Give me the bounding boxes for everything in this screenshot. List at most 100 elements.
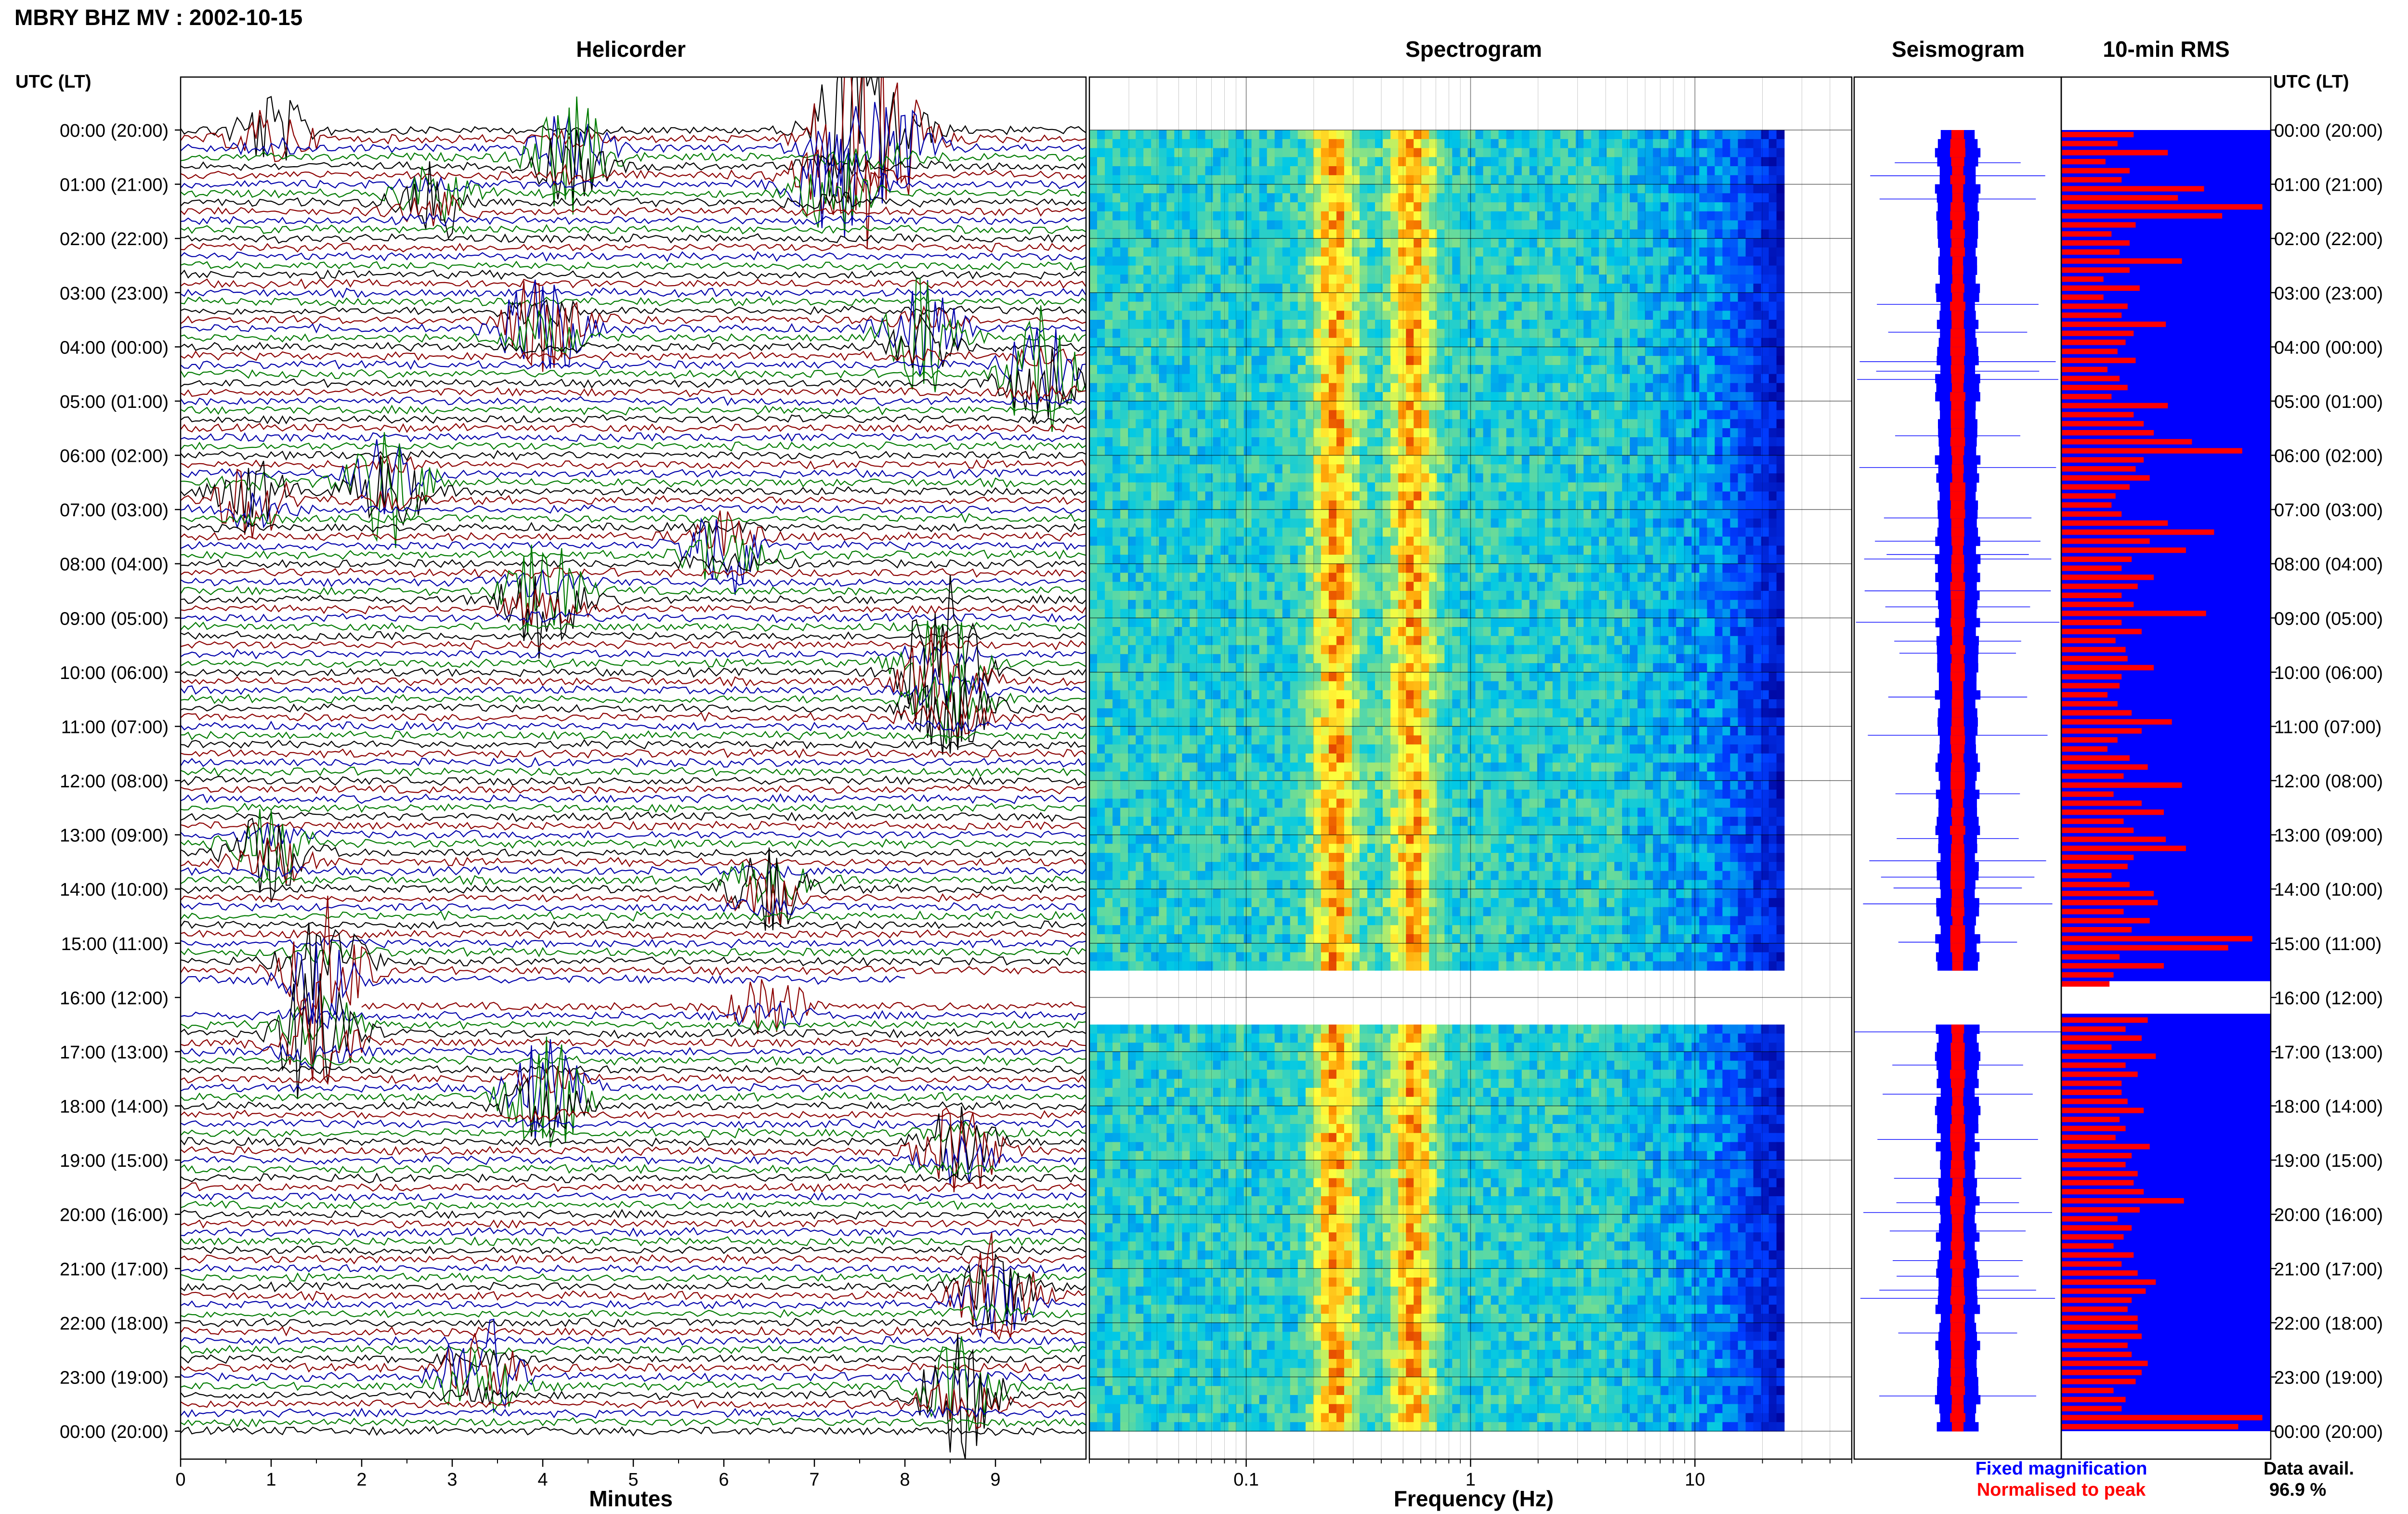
spectrogram-cell: [1197, 311, 1206, 320]
spectrogram-cell: [1375, 573, 1383, 582]
spectrogram-cell: [1159, 256, 1167, 266]
spectrogram-cell: [1190, 563, 1198, 574]
spectrogram-cell: [1166, 365, 1175, 375]
spectrogram-cell: [1259, 365, 1268, 375]
spectrogram-cell: [1383, 600, 1391, 610]
spectrogram-cell: [1738, 292, 1746, 302]
spectrogram-cell: [1514, 274, 1522, 284]
spectrogram-cell: [1321, 301, 1329, 311]
spectrogram-cell: [1290, 582, 1298, 591]
spectrogram-cell: [1699, 247, 1708, 257]
spectrogram-cell: [1560, 356, 1569, 365]
spectrogram-cell: [1761, 500, 1769, 510]
spectrogram-cell: [1622, 410, 1630, 420]
spectrogram-cell: [1406, 238, 1414, 248]
spectrogram-cell: [1768, 509, 1777, 519]
spectrogram-cell: [1344, 374, 1352, 383]
spectrogram-cell: [1182, 229, 1191, 239]
spectrogram-cell: [1575, 563, 1584, 574]
spectrogram-cell: [1475, 202, 1484, 212]
spectrogram-cell: [1151, 527, 1159, 537]
spectrogram-cell: [1738, 401, 1746, 411]
spectrogram-cell: [1707, 311, 1715, 320]
spectrogram-cell: [1537, 464, 1545, 474]
spectrogram-cell: [1097, 157, 1105, 167]
spectrogram-cell: [1375, 374, 1383, 383]
spectrogram-cell: [1622, 166, 1630, 176]
spectrogram-cell: [1467, 274, 1476, 284]
spectrogram-cell: [1483, 383, 1492, 392]
spectrogram-cell: [1591, 247, 1599, 257]
spectrogram-cell: [1112, 229, 1121, 239]
spectrogram-cell: [1159, 374, 1167, 383]
spectrogram-cell: [1282, 347, 1291, 356]
spectrogram-cell: [1259, 509, 1268, 519]
spectrogram-cell: [1174, 265, 1183, 275]
spectrogram-cell: [1753, 383, 1762, 392]
spectrogram-cell: [1614, 338, 1623, 347]
spectrogram-cell: [1622, 401, 1630, 411]
spectrogram-cell: [1544, 175, 1553, 185]
spectrogram-cell: [1645, 518, 1653, 528]
helicorder-trace-line: [181, 469, 1086, 539]
spectrogram-cell: [1568, 582, 1576, 591]
spectrogram-cell: [1491, 284, 1499, 293]
spectrogram-cell: [1197, 139, 1206, 149]
spectrogram-cell: [1467, 546, 1476, 555]
spectrogram-cell: [1661, 491, 1669, 501]
spectrogram-cell: [1584, 383, 1592, 392]
spectrogram-cell: [1336, 211, 1345, 221]
spectrogram-cell: [1584, 148, 1592, 157]
spectrogram-cell: [1089, 446, 1098, 456]
spectrogram-cell: [1344, 139, 1352, 149]
spectrogram-cell: [1112, 247, 1121, 257]
spectrogram-cell: [1591, 265, 1599, 275]
spectrogram-cell: [1329, 573, 1337, 582]
spectrogram-cell: [1344, 582, 1352, 591]
spectrogram-cell: [1251, 573, 1260, 582]
spectrogram-cell: [1267, 455, 1275, 465]
spectrogram-cell: [1251, 211, 1260, 221]
helicorder-trace-line: [181, 720, 1086, 732]
spectrogram-cell: [1637, 546, 1646, 555]
spectrogram-cell: [1120, 274, 1128, 284]
spectrogram-cell: [1607, 166, 1615, 176]
spectrogram-cell: [1529, 157, 1538, 167]
spectrogram-cell: [1699, 419, 1708, 429]
spectrogram-cell: [1305, 573, 1314, 582]
spectrogram-cell: [1398, 374, 1406, 383]
spectrogram-cell: [1136, 392, 1144, 402]
spectrogram-cell: [1607, 500, 1615, 510]
spectrogram-cell: [1622, 546, 1630, 555]
spectrogram-cell: [1552, 509, 1561, 519]
spectrogram-cell: [1329, 166, 1337, 176]
spectrogram-cell: [1213, 274, 1221, 284]
spectrogram-cell: [1406, 211, 1414, 221]
spectrogram-cell: [1753, 148, 1762, 157]
spectrogram-cell: [1398, 491, 1406, 501]
spectrogram-cell: [1483, 148, 1492, 157]
spectrogram-cell: [1220, 229, 1229, 239]
spectrogram-cell: [1575, 401, 1584, 411]
spectrogram-cell: [1429, 464, 1438, 474]
spectrogram-cell: [1259, 229, 1268, 239]
spectrogram-cell: [1707, 518, 1715, 528]
spectrogram-cell: [1151, 482, 1159, 492]
helicorder-trace-line: [181, 838, 1086, 884]
spectrogram-cell: [1174, 554, 1183, 564]
spectrogram-cell: [1321, 546, 1329, 555]
spectrogram-cell: [1151, 328, 1159, 339]
spectrogram-cell: [1413, 157, 1422, 167]
spectrogram-cell: [1537, 455, 1545, 465]
spectrogram-cell: [1367, 328, 1375, 339]
spectrogram-cell: [1182, 464, 1191, 474]
spectrogram-cell: [1491, 301, 1499, 311]
spectrogram-cell: [1460, 600, 1468, 610]
spectrogram-cell: [1460, 365, 1468, 375]
spectrogram-cell: [1575, 365, 1584, 375]
spectrogram-cell: [1390, 130, 1399, 140]
spectrogram-cell: [1352, 347, 1360, 356]
spectrogram-cell: [1305, 419, 1314, 429]
spectrogram-cell: [1437, 591, 1445, 600]
spectrogram-cell: [1360, 464, 1368, 474]
